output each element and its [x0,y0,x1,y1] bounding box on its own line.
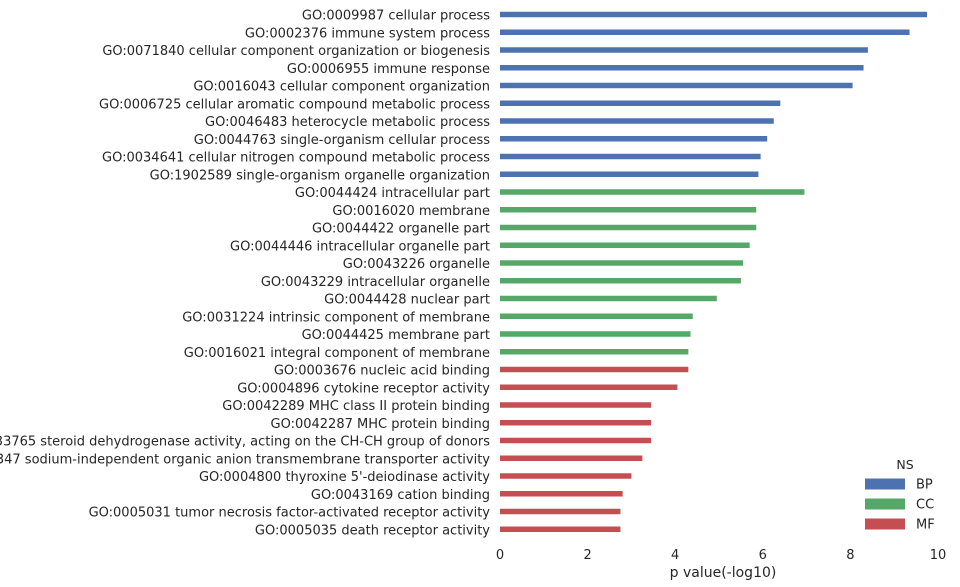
category-label: GO:0004800 thyroxine 5'-deiodinase activ… [199,470,490,485]
category-label: GO:0044446 intracellular organelle part [230,239,490,254]
x-tick-label: 2 [583,548,591,563]
category-label: GO:0015347 sodium-independent organic an… [0,452,490,467]
bar-cc [500,260,744,266]
category-label: GO:0009987 cellular process [302,9,490,24]
legend-swatch-cc [865,498,905,510]
category-label: GO:0006955 immune response [287,62,490,77]
bar-mf [500,420,652,426]
x-tick-label: 10 [930,548,947,563]
category-label: GO:0004896 cytokine receptor activity [237,381,490,396]
category-label: GO:0034641 cellular nitrogen compound me… [102,151,490,166]
bar-cc [500,331,691,337]
bar-cc [500,189,805,195]
bar-mf [500,473,632,479]
bar-bp [500,118,774,124]
category-label: GO:0016020 membrane [332,204,490,219]
bar-cc [500,242,750,248]
x-tick-label: 6 [759,548,767,563]
bar-mf [500,508,621,515]
category-label: GO:0042287 MHC protein binding [271,417,491,432]
category-label: GO:0043169 cation binding [311,488,490,503]
bar-bp [500,136,768,142]
bar-cc [500,224,757,231]
category-label: GO:0043226 organelle [343,257,490,272]
category-label: GO:0044424 intracellular part [295,186,490,201]
legend-title: NS [896,457,913,472]
bar-mf [500,526,621,532]
bar-cc [500,295,717,302]
bar-cc [500,278,741,284]
category-label: GO:0006725 cellular aromatic compound me… [99,97,490,112]
legend: NS BP CC MF [865,457,935,533]
bar-bp [500,82,853,89]
category-label: GO:0071840 cellular component organizati… [102,44,490,59]
category-label: GO:0003676 nucleic acid binding [274,364,490,379]
category-labels-group: GO:0009987 cellular process GO:0002376 im… [0,9,490,539]
bar-bp [500,100,781,106]
legend-label-mf: MF [916,518,935,533]
bar-mf [500,437,652,444]
bar-cc [500,207,757,213]
category-label: GO:0016043 cellular component organizati… [193,80,490,95]
bar-cc [500,313,693,319]
bar-mf [500,366,689,373]
bar-mf [500,491,623,497]
x-tick-label: 0 [496,548,504,563]
bar-bp [500,47,868,53]
bar-mf [500,402,652,408]
x-tick-label: 4 [671,548,679,563]
category-label: GO:0046483 heterocycle metabolic process [205,115,490,130]
bar-bp [500,171,759,177]
x-tick-label: 8 [846,548,854,563]
category-label: GO:0044763 single-organism cellular proc… [194,133,490,148]
x-axis-label: p value(-log10) [670,565,777,581]
category-label: GO:0044428 nuclear part [324,293,490,308]
category-label: GO:1902589 single-organism organelle org… [150,168,490,183]
category-label: GO:0044425 membrane part [302,328,490,343]
category-label: GO:0031224 intrinsic component of membra… [182,310,490,325]
bar-bp [500,11,928,18]
category-label: GO:0005035 death receptor activity [255,523,490,538]
category-label: GO:0042289 MHC class II protein binding [222,399,490,414]
category-label: GO:0005031 tumor necrosis factor-activat… [89,506,491,521]
bar-bp [500,29,910,35]
bar-cc [500,349,689,355]
category-label: GO:0033765 steroid dehydrogenase activit… [0,435,490,450]
legend-label-bp: BP [916,478,933,493]
bars-group [500,11,928,532]
legend-label-cc: CC [916,498,934,513]
legend-swatch-mf [865,518,905,530]
category-label: GO:0044422 organelle part [312,222,490,237]
bar-mf [500,455,643,461]
bar-mf [500,384,678,390]
bar-bp [500,153,761,160]
x-tick-labels-group: 0 2 4 6 8 10 [496,548,946,563]
category-label: GO:0016021 integral component of membran… [184,346,490,361]
legend-swatch-bp [865,478,905,490]
category-label: GO:0043229 intracellular organelle [261,275,490,290]
category-label: GO:0002376 immune system process [245,26,490,41]
bar-bp [500,65,864,71]
